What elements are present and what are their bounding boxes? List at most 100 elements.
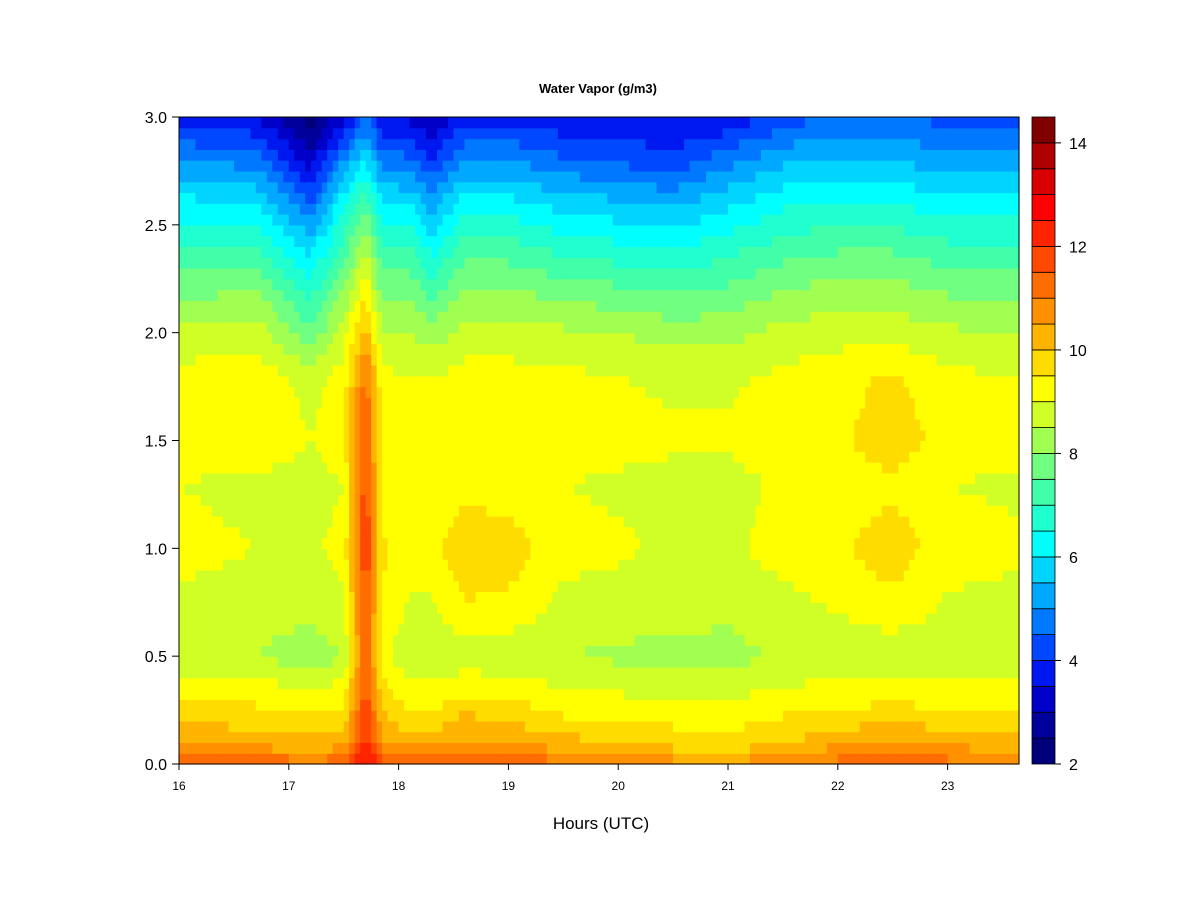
heatmap-cell xyxy=(557,386,564,398)
heatmap-cell xyxy=(310,677,317,690)
heatmap-cell xyxy=(426,602,433,614)
heatmap-cell xyxy=(420,418,427,431)
heatmap-cell xyxy=(497,117,504,129)
heatmap-cell xyxy=(387,418,394,431)
heatmap-cell xyxy=(277,214,284,226)
heatmap-cell xyxy=(382,645,389,657)
heatmap-cell xyxy=(393,429,400,442)
heatmap-cell xyxy=(316,656,323,668)
heatmap-cell xyxy=(343,375,350,388)
heatmap-cell xyxy=(552,483,559,496)
heatmap-cell xyxy=(535,267,542,280)
heatmap-cell xyxy=(239,224,246,237)
heatmap-cell xyxy=(195,278,202,291)
heatmap-cell xyxy=(491,375,499,388)
heatmap-cell xyxy=(601,257,608,269)
heatmap-cell xyxy=(316,688,323,700)
heatmap-cell xyxy=(420,559,427,571)
heatmap-cell xyxy=(299,257,306,269)
heatmap-cell xyxy=(464,311,471,323)
heatmap-cell xyxy=(233,354,240,366)
heatmap-cell xyxy=(184,181,191,194)
heatmap-cell xyxy=(305,257,312,269)
heatmap-cell xyxy=(299,548,306,560)
heatmap-cell xyxy=(310,602,317,614)
heatmap-cell xyxy=(211,483,219,496)
heatmap-cell xyxy=(179,289,186,301)
heatmap-cell xyxy=(579,267,586,280)
heatmap-cell xyxy=(469,214,477,226)
heatmap-cell xyxy=(585,289,592,301)
heatmap-cell xyxy=(480,580,488,593)
heatmap-cell xyxy=(321,160,328,172)
heatmap-cell xyxy=(524,321,531,334)
heatmap-cell xyxy=(585,666,592,679)
heatmap-cell xyxy=(497,311,504,323)
heatmap-cell xyxy=(261,720,268,733)
heatmap-cell xyxy=(310,311,317,323)
heatmap-cell xyxy=(239,429,246,442)
heatmap-cell xyxy=(233,397,240,409)
heatmap-cell xyxy=(502,451,510,463)
heatmap-cell xyxy=(464,537,471,549)
heatmap-cell xyxy=(453,311,460,323)
heatmap-cell xyxy=(382,688,389,700)
heatmap-cell xyxy=(206,160,213,172)
heatmap-cell xyxy=(283,591,290,603)
heatmap-cell xyxy=(513,386,520,398)
heatmap-cell xyxy=(519,160,526,172)
heatmap-cell xyxy=(552,440,559,452)
heatmap-cell xyxy=(195,548,202,560)
heatmap-cell xyxy=(530,300,537,312)
heatmap-cell xyxy=(497,354,504,366)
heatmap-cell xyxy=(486,559,493,571)
heatmap-cell xyxy=(321,224,328,237)
heatmap-cell xyxy=(288,720,295,733)
heatmap-cell xyxy=(184,267,191,280)
heatmap-cell xyxy=(585,117,592,129)
heatmap-cell xyxy=(272,580,279,593)
heatmap-cell xyxy=(244,483,251,496)
heatmap-cell xyxy=(184,559,191,571)
heatmap-cell xyxy=(519,720,526,733)
heatmap-cell xyxy=(415,214,422,226)
heatmap-cell xyxy=(629,645,636,657)
heatmap-cell xyxy=(431,505,438,517)
heatmap-cell xyxy=(590,321,597,334)
heatmap-cell xyxy=(541,117,548,129)
heatmap-cell xyxy=(508,117,515,129)
heatmap-cell xyxy=(244,462,251,474)
heatmap-cell xyxy=(382,656,389,668)
heatmap-cell xyxy=(266,375,273,388)
heatmap-cell xyxy=(189,300,197,312)
heatmap-cell xyxy=(420,278,427,291)
heatmap-cell xyxy=(475,203,482,215)
heatmap-cell xyxy=(442,602,449,614)
heatmap-cell xyxy=(277,666,284,679)
heatmap-cell xyxy=(607,613,614,625)
heatmap-cell xyxy=(491,365,499,377)
heatmap-cell xyxy=(618,354,625,366)
heatmap-cell xyxy=(464,386,471,398)
heatmap-cell xyxy=(189,397,197,409)
heatmap-cell xyxy=(519,117,526,129)
heatmap-cell xyxy=(294,462,301,474)
heatmap-cell xyxy=(349,569,356,582)
heatmap-cell xyxy=(327,526,334,539)
heatmap-cell xyxy=(321,526,328,539)
heatmap-cell xyxy=(382,720,389,733)
heatmap-cell xyxy=(431,224,438,237)
heatmap-cell xyxy=(255,526,262,539)
heatmap-cell xyxy=(552,408,559,420)
heatmap-cell xyxy=(426,127,433,140)
heatmap-cell xyxy=(453,181,460,194)
heatmap-cell xyxy=(552,192,559,204)
heatmap-cell xyxy=(607,699,614,711)
heatmap-cell xyxy=(513,559,520,571)
heatmap-cell xyxy=(376,634,383,646)
heatmap-cell xyxy=(250,278,257,291)
heatmap-cell xyxy=(629,580,636,593)
heatmap-cell xyxy=(442,472,449,485)
heatmap-cell xyxy=(239,645,246,657)
heatmap-cell xyxy=(563,311,570,323)
